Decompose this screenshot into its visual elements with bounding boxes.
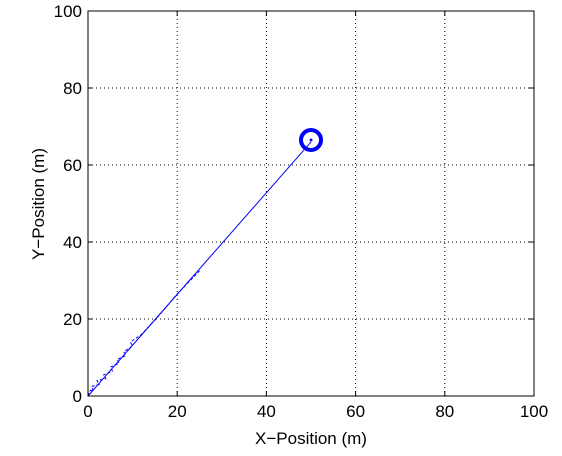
y-tick-label: 60 <box>63 156 82 175</box>
series-layer <box>87 127 323 397</box>
target-marker <box>299 127 323 152</box>
y-axis-label: Y−Position (m) <box>29 148 48 260</box>
x-tick-label: 60 <box>346 402 365 421</box>
x-axis-label: X−Position (m) <box>255 429 367 448</box>
y-tick-label: 100 <box>54 2 82 21</box>
y-tick-label: 40 <box>63 233 82 252</box>
series-line-2 <box>87 270 200 397</box>
grid <box>88 11 534 396</box>
y-tick-label: 80 <box>63 79 82 98</box>
plot-background <box>88 11 534 396</box>
x-tick-label: 40 <box>257 402 276 421</box>
target-marker-dot <box>309 138 313 142</box>
x-tick-label: 0 <box>83 402 92 421</box>
y-tick-label: 20 <box>63 310 82 329</box>
x-tick-label: 80 <box>435 402 454 421</box>
x-tick-label: 100 <box>520 402 548 421</box>
tick-labels: 0 20 40 60 80 100 0 20 40 60 80 100 <box>54 2 549 421</box>
x-tick-label: 20 <box>168 402 187 421</box>
plot-frame <box>87 10 535 397</box>
y-tick-label: 0 <box>73 387 82 406</box>
ticks <box>87 10 535 397</box>
